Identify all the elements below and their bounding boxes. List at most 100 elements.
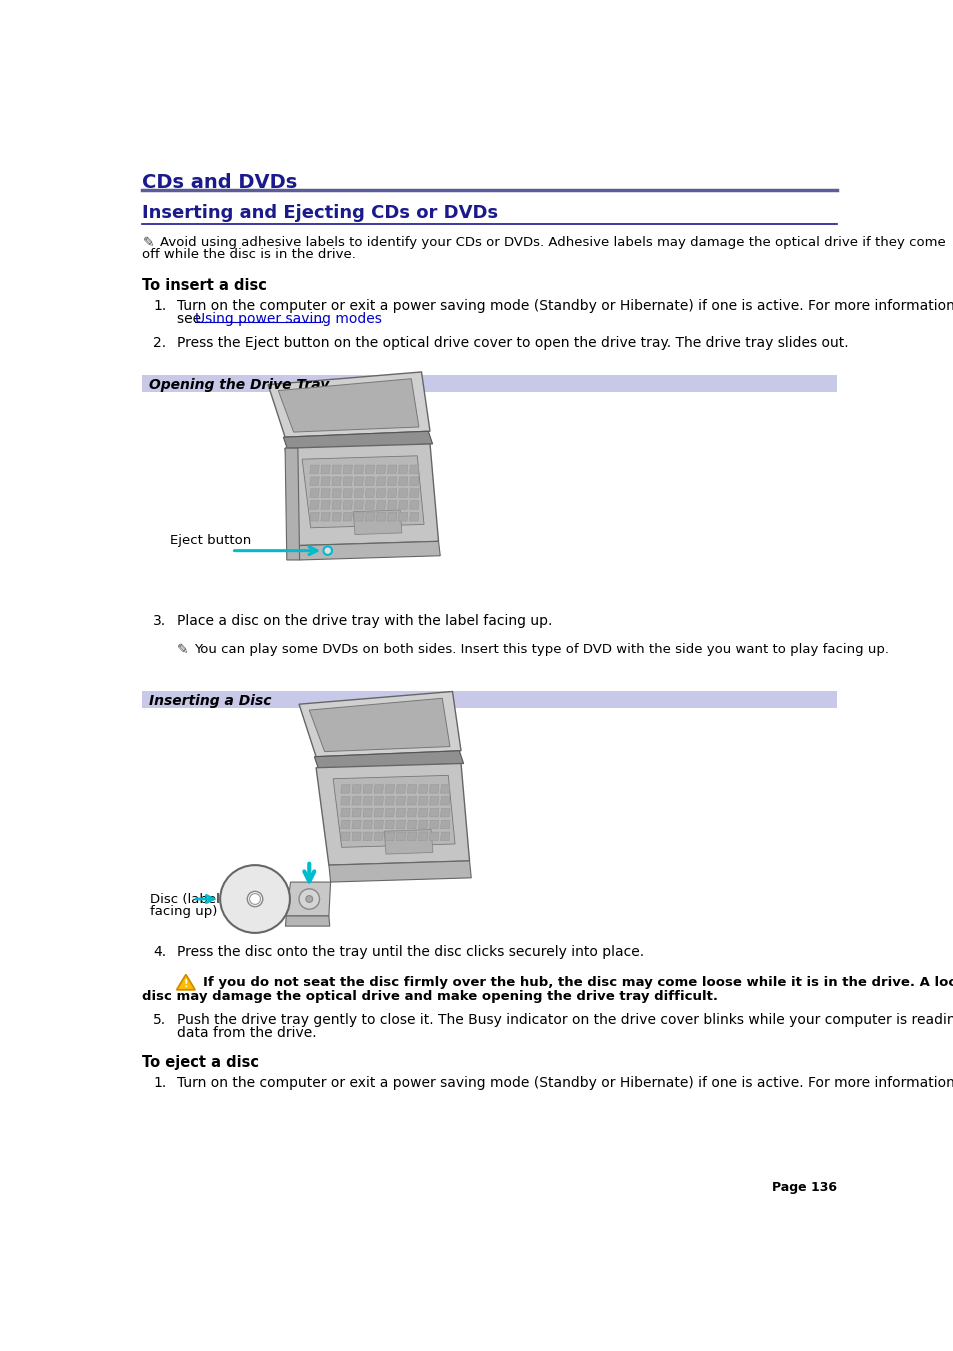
Text: Eject button: Eject button bbox=[170, 535, 251, 547]
Polygon shape bbox=[310, 501, 319, 509]
Polygon shape bbox=[340, 785, 350, 793]
Polygon shape bbox=[365, 489, 375, 497]
Polygon shape bbox=[315, 763, 469, 865]
Text: facing up): facing up) bbox=[151, 905, 217, 919]
Text: Page 136: Page 136 bbox=[771, 1181, 836, 1194]
Polygon shape bbox=[385, 820, 395, 828]
Text: .: . bbox=[319, 312, 323, 327]
Polygon shape bbox=[375, 477, 385, 485]
Polygon shape bbox=[395, 808, 405, 817]
Polygon shape bbox=[440, 820, 450, 828]
Polygon shape bbox=[398, 489, 408, 497]
Polygon shape bbox=[283, 431, 432, 450]
Polygon shape bbox=[440, 785, 450, 793]
Text: 4.: 4. bbox=[153, 946, 167, 959]
Polygon shape bbox=[332, 501, 341, 509]
Polygon shape bbox=[407, 797, 416, 805]
Polygon shape bbox=[409, 489, 418, 497]
Ellipse shape bbox=[247, 892, 262, 907]
Text: 1.: 1. bbox=[153, 1077, 167, 1090]
Polygon shape bbox=[384, 830, 433, 854]
Circle shape bbox=[298, 889, 319, 909]
Polygon shape bbox=[310, 477, 319, 485]
Text: Disc (label: Disc (label bbox=[151, 893, 220, 907]
Polygon shape bbox=[418, 808, 427, 817]
Polygon shape bbox=[398, 477, 408, 485]
Polygon shape bbox=[298, 692, 460, 757]
Polygon shape bbox=[362, 832, 372, 840]
Polygon shape bbox=[340, 820, 350, 828]
Polygon shape bbox=[375, 512, 385, 521]
Polygon shape bbox=[362, 797, 372, 805]
Polygon shape bbox=[352, 832, 361, 840]
Polygon shape bbox=[268, 372, 430, 438]
Polygon shape bbox=[362, 785, 372, 793]
Polygon shape bbox=[409, 501, 418, 509]
Polygon shape bbox=[387, 465, 396, 474]
Text: data from the drive.: data from the drive. bbox=[176, 1025, 315, 1040]
Text: Inserting and Ejecting CDs or DVDs: Inserting and Ejecting CDs or DVDs bbox=[142, 204, 498, 223]
Polygon shape bbox=[395, 797, 405, 805]
Polygon shape bbox=[429, 832, 438, 840]
Polygon shape bbox=[375, 465, 385, 474]
Polygon shape bbox=[429, 797, 438, 805]
Bar bbox=[142, 376, 836, 392]
Polygon shape bbox=[440, 797, 450, 805]
Polygon shape bbox=[387, 512, 396, 521]
Polygon shape bbox=[309, 698, 450, 751]
Polygon shape bbox=[354, 489, 363, 497]
Polygon shape bbox=[332, 512, 341, 521]
Polygon shape bbox=[285, 449, 299, 559]
Text: 3.: 3. bbox=[153, 615, 167, 628]
Polygon shape bbox=[343, 477, 352, 485]
Polygon shape bbox=[352, 785, 361, 793]
Polygon shape bbox=[285, 916, 330, 927]
Polygon shape bbox=[354, 512, 363, 521]
Polygon shape bbox=[340, 797, 350, 805]
Polygon shape bbox=[365, 501, 375, 509]
Bar bbox=[142, 692, 836, 708]
Polygon shape bbox=[302, 455, 424, 528]
Text: Push the drive tray gently to close it. The Busy indicator on the drive cover bl: Push the drive tray gently to close it. … bbox=[176, 1013, 953, 1027]
Text: Using power saving modes: Using power saving modes bbox=[195, 312, 381, 327]
Polygon shape bbox=[320, 465, 330, 474]
Polygon shape bbox=[362, 820, 372, 828]
Text: see: see bbox=[176, 312, 205, 327]
Polygon shape bbox=[340, 808, 350, 817]
Polygon shape bbox=[343, 489, 352, 497]
Polygon shape bbox=[398, 465, 408, 474]
Text: Opening the Drive Tray: Opening the Drive Tray bbox=[149, 378, 329, 393]
Text: Avoid using adhesive labels to identify your CDs or DVDs. Adhesive labels may da: Avoid using adhesive labels to identify … bbox=[159, 236, 944, 249]
Text: Place a disc on the drive tray with the label facing up.: Place a disc on the drive tray with the … bbox=[176, 615, 552, 628]
Polygon shape bbox=[352, 808, 361, 817]
Text: CDs and DVDs: CDs and DVDs bbox=[142, 173, 297, 192]
Polygon shape bbox=[310, 489, 319, 497]
Text: 1.: 1. bbox=[153, 299, 167, 313]
Polygon shape bbox=[343, 512, 352, 521]
Polygon shape bbox=[385, 832, 395, 840]
Polygon shape bbox=[395, 820, 405, 828]
Polygon shape bbox=[407, 832, 416, 840]
Polygon shape bbox=[176, 974, 195, 990]
Text: Press the disc onto the tray until the disc clicks securely into place.: Press the disc onto the tray until the d… bbox=[176, 946, 643, 959]
Polygon shape bbox=[332, 477, 341, 485]
Polygon shape bbox=[365, 477, 375, 485]
Polygon shape bbox=[418, 832, 427, 840]
Polygon shape bbox=[398, 501, 408, 509]
Polygon shape bbox=[409, 477, 418, 485]
Polygon shape bbox=[375, 489, 385, 497]
Polygon shape bbox=[353, 511, 401, 535]
Text: Turn on the computer or exit a power saving mode (Standby or Hibernate) if one i: Turn on the computer or exit a power sav… bbox=[176, 299, 953, 313]
Text: off while the disc is in the drive.: off while the disc is in the drive. bbox=[142, 249, 356, 261]
Polygon shape bbox=[374, 820, 383, 828]
Text: 2.: 2. bbox=[153, 336, 167, 350]
Ellipse shape bbox=[250, 893, 260, 904]
Polygon shape bbox=[387, 489, 396, 497]
Polygon shape bbox=[354, 477, 363, 485]
Polygon shape bbox=[314, 751, 463, 770]
Text: To eject a disc: To eject a disc bbox=[142, 1055, 259, 1070]
Polygon shape bbox=[333, 775, 455, 847]
Circle shape bbox=[306, 896, 313, 902]
Text: ✎: ✎ bbox=[176, 643, 188, 658]
Polygon shape bbox=[332, 489, 341, 497]
